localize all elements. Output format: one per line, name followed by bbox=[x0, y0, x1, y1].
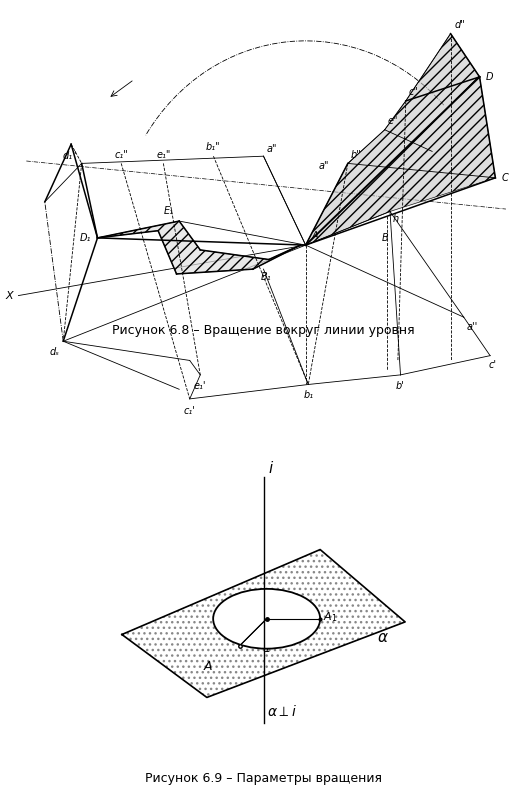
Text: h: h bbox=[393, 214, 399, 223]
Text: A: A bbox=[204, 660, 212, 673]
Text: B₁: B₁ bbox=[261, 272, 271, 281]
Text: X: X bbox=[6, 291, 13, 300]
Text: b₁: b₁ bbox=[303, 390, 314, 400]
Text: A: A bbox=[312, 231, 319, 241]
Text: a'': a'' bbox=[466, 322, 477, 332]
Text: $\alpha \perp i$: $\alpha \perp i$ bbox=[267, 704, 297, 719]
Ellipse shape bbox=[213, 589, 320, 649]
Polygon shape bbox=[306, 34, 495, 245]
Polygon shape bbox=[122, 549, 405, 698]
Text: c₁": c₁" bbox=[114, 150, 128, 159]
Text: D: D bbox=[486, 72, 493, 82]
Text: $\alpha$: $\alpha$ bbox=[377, 630, 388, 645]
Text: C: C bbox=[502, 173, 509, 183]
Text: d₁": d₁" bbox=[63, 151, 77, 161]
Text: $r_A$: $r_A$ bbox=[236, 608, 247, 621]
Text: e₁': e₁' bbox=[194, 380, 207, 391]
Text: $A_1$: $A_1$ bbox=[323, 610, 338, 624]
Text: D₁: D₁ bbox=[80, 233, 91, 243]
Text: b₁": b₁" bbox=[206, 143, 221, 152]
Text: Рисунок 6.9 – Параметры вращения: Рисунок 6.9 – Параметры вращения bbox=[145, 772, 382, 785]
Text: e₁": e₁" bbox=[156, 150, 171, 159]
Text: b": b" bbox=[350, 150, 361, 159]
Text: 1: 1 bbox=[263, 644, 270, 654]
Text: B: B bbox=[382, 233, 389, 243]
Text: d": d" bbox=[455, 20, 465, 30]
Polygon shape bbox=[97, 221, 300, 274]
Text: e": e" bbox=[387, 116, 398, 126]
Text: O: O bbox=[271, 600, 281, 613]
Text: dₛ: dₛ bbox=[49, 347, 59, 357]
Text: c": c" bbox=[408, 87, 418, 97]
Text: c₁': c₁' bbox=[184, 406, 196, 416]
Text: b': b' bbox=[396, 380, 405, 391]
Text: Рисунок 6.8 – Вращение вокруг линии уровня: Рисунок 6.8 – Вращение вокруг линии уров… bbox=[112, 324, 415, 337]
Text: a": a" bbox=[266, 144, 277, 154]
Text: $i$: $i$ bbox=[268, 460, 275, 476]
Text: c': c' bbox=[489, 360, 497, 370]
Text: E₁: E₁ bbox=[164, 207, 174, 216]
Text: a": a" bbox=[319, 161, 329, 171]
